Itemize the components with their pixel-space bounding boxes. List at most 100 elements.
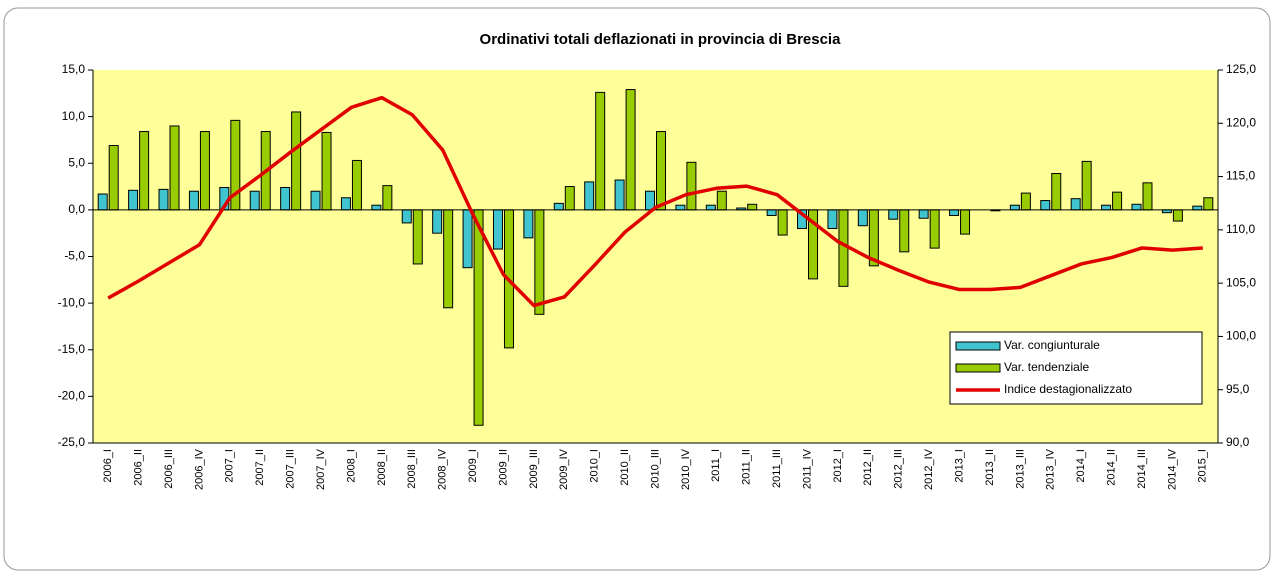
bar bbox=[584, 181, 595, 211]
x-tick-label: 2010_III bbox=[649, 449, 661, 489]
x-tick-label: 2014_III bbox=[1136, 449, 1148, 489]
bar bbox=[614, 179, 625, 211]
bar bbox=[888, 209, 899, 220]
x-tick-label: 2014_II bbox=[1105, 449, 1117, 486]
bar bbox=[595, 91, 606, 211]
legend-key bbox=[955, 363, 1001, 373]
bar bbox=[128, 189, 139, 211]
bar bbox=[949, 209, 960, 216]
x-tick-label: 2008_III bbox=[406, 449, 418, 489]
y2-tick-label: 90,0 bbox=[1226, 435, 1250, 449]
x-tick-label: 2013_I bbox=[953, 449, 965, 483]
bar bbox=[777, 209, 788, 236]
y-tick-label: 10,0 bbox=[62, 109, 86, 123]
y2-tick-label: 120,0 bbox=[1226, 115, 1256, 129]
bar bbox=[1112, 191, 1123, 211]
bar bbox=[108, 145, 119, 211]
legend-label: Indice destagionalizzato bbox=[1004, 382, 1132, 396]
y2-tick-label: 105,0 bbox=[1226, 275, 1256, 289]
bar bbox=[462, 209, 473, 269]
bar bbox=[645, 190, 655, 211]
bar bbox=[412, 209, 423, 265]
bar bbox=[321, 131, 332, 211]
x-tick-label: 2006_II bbox=[133, 449, 145, 486]
bar bbox=[401, 209, 412, 224]
bar bbox=[929, 209, 940, 249]
bar bbox=[280, 186, 291, 211]
bar bbox=[1131, 203, 1142, 211]
x-tick-label: 2006_III bbox=[163, 449, 175, 489]
bar bbox=[675, 204, 686, 211]
x-tick-label: 2011_II bbox=[741, 449, 753, 485]
bar bbox=[1192, 205, 1203, 211]
x-tick-label: 2011_IV bbox=[801, 448, 813, 489]
bar bbox=[1203, 197, 1214, 211]
bar bbox=[188, 190, 199, 211]
y-tick-label: -5,0 bbox=[64, 249, 85, 263]
bar bbox=[766, 209, 777, 216]
x-tick-label: 2009_IV bbox=[558, 448, 570, 490]
x-tick-label: 2013_III bbox=[1014, 449, 1026, 489]
x-tick-label: 2010_I bbox=[589, 449, 601, 483]
x-tick-label: 2012_I bbox=[832, 449, 844, 483]
x-tick-label: 2008_II bbox=[376, 449, 388, 486]
line bbox=[107, 95, 1203, 308]
x-tick-label: 2014_I bbox=[1075, 449, 1087, 483]
x-tick-label: 2008_IV bbox=[437, 448, 449, 490]
x-tick-label: 2015_I bbox=[1197, 449, 1209, 483]
bar bbox=[340, 197, 351, 211]
bar bbox=[564, 186, 575, 211]
x-tick-label: 2014_IV bbox=[1166, 448, 1178, 490]
legend-label: Var. congiunturale bbox=[1004, 338, 1100, 352]
x-tick-label: 2012_IV bbox=[923, 448, 935, 490]
bar bbox=[249, 190, 260, 211]
bar bbox=[443, 209, 454, 309]
y2-tick-label: 125,0 bbox=[1226, 62, 1256, 76]
bar bbox=[857, 209, 868, 227]
x-tick-label: 2011_I bbox=[710, 449, 722, 482]
y-tick-label: -10,0 bbox=[58, 295, 86, 309]
bar bbox=[1020, 192, 1031, 211]
bar bbox=[960, 209, 971, 235]
bar bbox=[1081, 160, 1092, 211]
bar bbox=[158, 188, 169, 211]
bar bbox=[1142, 182, 1153, 211]
legend-label: Var. tendenziale bbox=[1004, 360, 1089, 374]
bar bbox=[97, 193, 108, 211]
y-tick-label: -20,0 bbox=[58, 389, 86, 403]
bar bbox=[625, 89, 636, 211]
x-tick-label: 2007_III bbox=[285, 449, 297, 489]
y2-tick-label: 95,0 bbox=[1226, 382, 1250, 396]
bar bbox=[291, 111, 302, 211]
chart-title: Ordinativi totali deflazionati in provin… bbox=[480, 31, 842, 48]
x-tick-label: 2011_III bbox=[771, 449, 783, 488]
x-tick-label: 2012_II bbox=[862, 449, 874, 486]
x-tick-label: 2006_I bbox=[102, 449, 114, 483]
bar bbox=[371, 204, 382, 211]
bar bbox=[747, 203, 758, 211]
bar bbox=[686, 161, 697, 211]
x-tick-label: 2010_IV bbox=[680, 448, 692, 490]
bar bbox=[534, 209, 545, 315]
x-tick-label: 2008_I bbox=[345, 449, 357, 483]
x-tick-label: 2013_II bbox=[984, 449, 996, 486]
bar bbox=[553, 202, 564, 211]
bar bbox=[473, 209, 484, 426]
x-tick-label: 2009_II bbox=[497, 449, 509, 486]
bar bbox=[716, 190, 727, 211]
x-tick-label: 2010_II bbox=[619, 449, 631, 486]
x-tick-label: 2007_II bbox=[254, 449, 266, 486]
bar bbox=[199, 131, 210, 211]
bar bbox=[918, 209, 929, 219]
x-tick-label: 2009_III bbox=[528, 449, 540, 489]
bar bbox=[492, 209, 503, 250]
bar bbox=[838, 209, 849, 287]
y2-tick-label: 115,0 bbox=[1226, 169, 1255, 183]
y-tick-label: 5,0 bbox=[68, 155, 85, 169]
bar bbox=[139, 131, 150, 211]
y-tick-label: 15,0 bbox=[62, 62, 86, 76]
y-tick-label: 0,0 bbox=[68, 202, 85, 216]
bar bbox=[382, 185, 393, 211]
y2-tick-label: 110,0 bbox=[1226, 222, 1255, 236]
